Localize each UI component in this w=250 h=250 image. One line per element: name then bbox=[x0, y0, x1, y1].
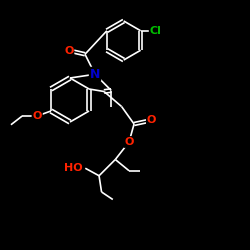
Text: O: O bbox=[147, 115, 156, 125]
Text: O: O bbox=[32, 111, 42, 121]
Text: Cl: Cl bbox=[150, 26, 162, 36]
Text: O: O bbox=[64, 46, 74, 56]
Text: N: N bbox=[90, 68, 100, 81]
Text: O: O bbox=[124, 137, 134, 147]
Text: HO: HO bbox=[64, 163, 83, 173]
